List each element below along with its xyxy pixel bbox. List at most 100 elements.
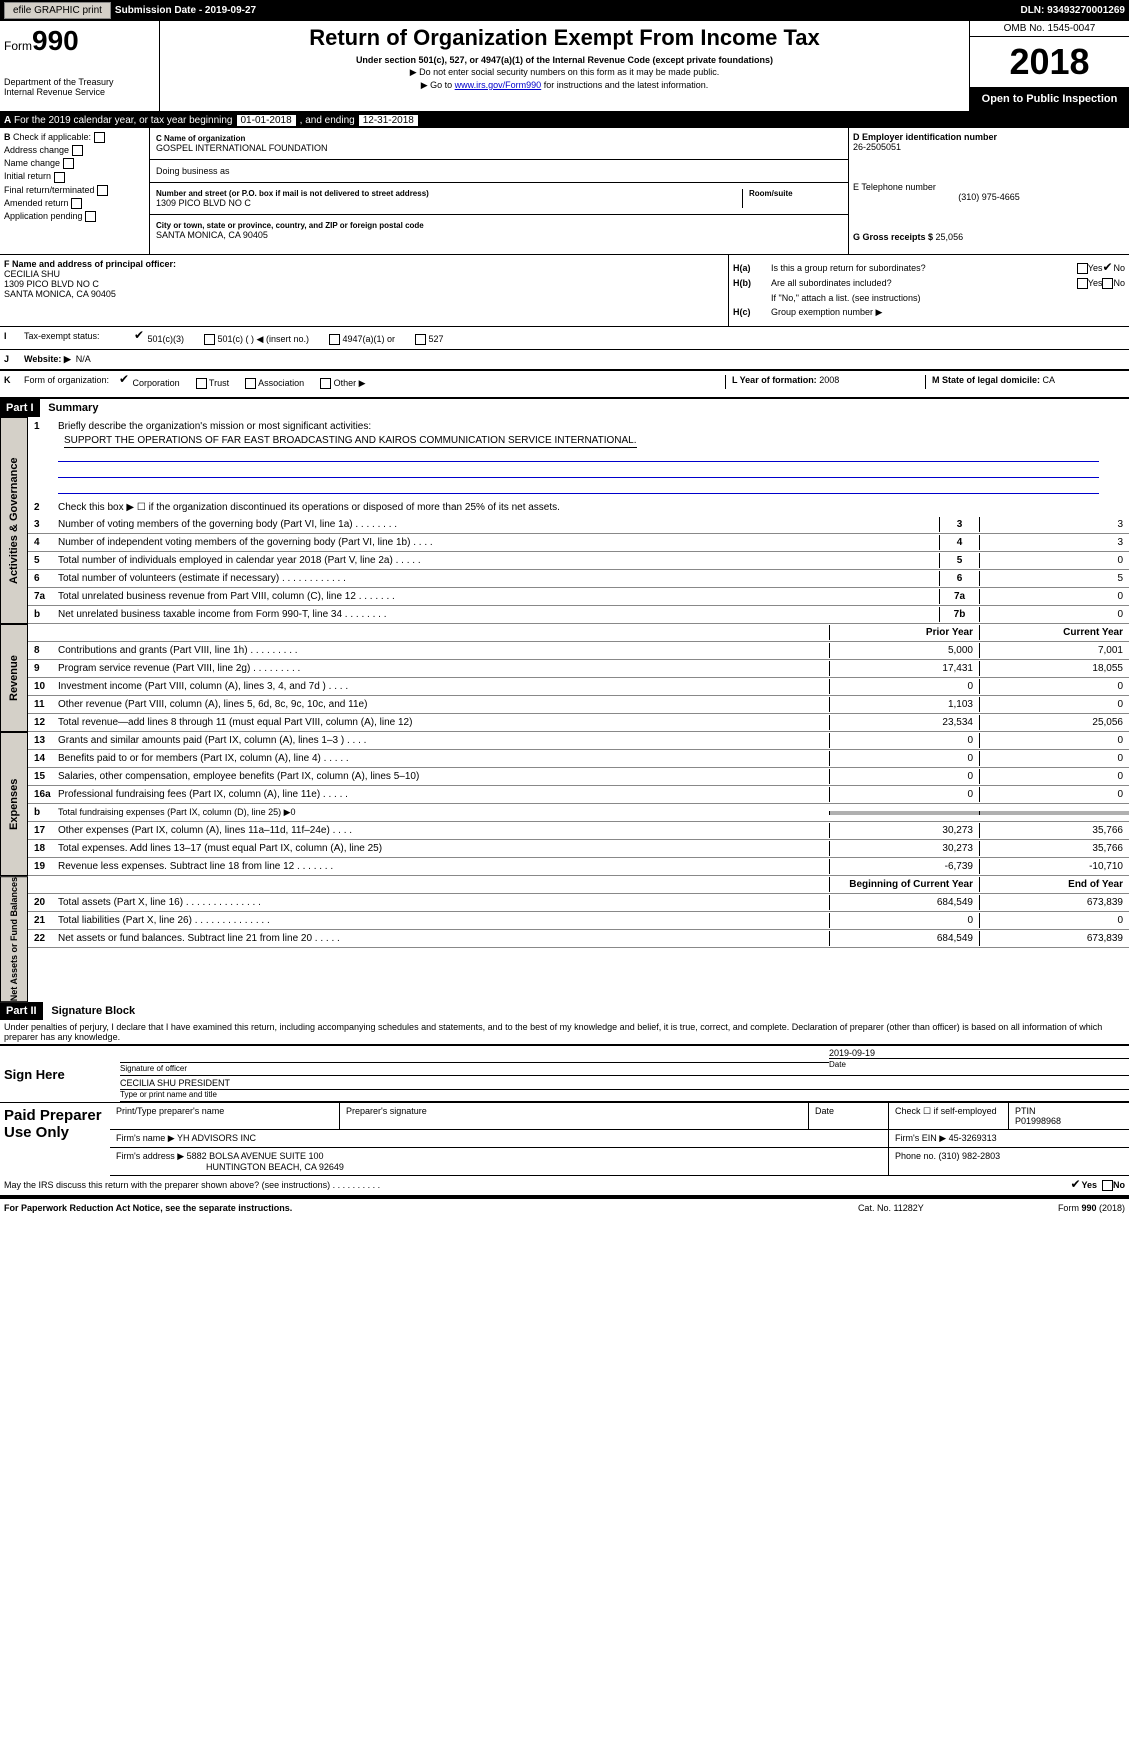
colb-option: Application pending <box>4 211 145 222</box>
hb-text: Are all subordinates included? <box>771 278 1077 289</box>
gov-row: 7aTotal unrelated business revenue from … <box>28 588 1129 606</box>
formorg-opt: Other ▶ <box>320 378 365 388</box>
formorg-check[interactable] <box>320 378 331 389</box>
instr-link: ▶ Go to www.irs.gov/Form990 for instruct… <box>164 80 965 91</box>
prep-firm-row: Firm's name ▶ YH ADVISORS INC Firm's EIN… <box>110 1130 1129 1148</box>
beg-year-hdr: Beginning of Current Year <box>829 877 979 892</box>
firm-addr-label: Firm's address ▶ <box>116 1151 187 1161</box>
gov-row: bNet unrelated business taxable income f… <box>28 606 1129 624</box>
phone-value: (310) 975-4665 <box>853 192 1125 202</box>
part-ii-title: Signature Block <box>45 1002 141 1020</box>
colb-checkbox[interactable] <box>85 211 96 222</box>
form-header: Form990 Department of the Treasury Inter… <box>0 21 1129 111</box>
gross-item: G Gross receipts $ 25,056 <box>853 232 1125 242</box>
label-a: A <box>4 115 11 126</box>
discuss-yes-check[interactable] <box>1070 1180 1081 1191</box>
expenses-section: Expenses 13Grants and similar amounts pa… <box>0 732 1129 876</box>
part-ii-header: Part II Signature Block <box>0 1002 1129 1020</box>
formorg-check[interactable] <box>119 375 130 386</box>
governance-section: Activities & Governance 1 Briefly descri… <box>0 417 1129 624</box>
firm-phone: (310) 982-2803 <box>939 1151 1001 1161</box>
state-domicile: CA <box>1043 375 1056 385</box>
revenue-section: Revenue Prior Year Current Year 8Contrib… <box>0 624 1129 732</box>
year-formation-label: L Year of formation: <box>732 375 819 385</box>
mission-value: SUPPORT THE OPERATIONS OF FAR EAST BROAD… <box>64 435 637 448</box>
tax-check[interactable] <box>204 334 215 345</box>
instr-post: for instructions and the latest informat… <box>541 80 708 90</box>
firm-ein-label: Firm's EIN ▶ <box>895 1133 949 1143</box>
discuss-no-check[interactable] <box>1102 1180 1113 1191</box>
sig-date-label: Date <box>829 1058 1129 1069</box>
exp-row: 19Revenue less expenses. Subtract line 1… <box>28 858 1129 876</box>
tax-check[interactable] <box>415 334 426 345</box>
label-j: J <box>4 354 24 365</box>
exp-row: 13Grants and similar amounts paid (Part … <box>28 732 1129 750</box>
tax-status-label: Tax-exempt status: <box>24 331 134 345</box>
ein-item: D Employer identification number 26-2505… <box>853 132 1125 152</box>
org-name-label: C Name of organization <box>156 134 842 143</box>
formorg-check[interactable] <box>245 378 256 389</box>
formorg-opt: Trust <box>196 378 230 388</box>
officer-addr1: 1309 PICO BLVD NO C <box>4 279 99 289</box>
ein-label: D Employer identification number <box>853 132 997 142</box>
hb-no-check[interactable] <box>1102 278 1113 289</box>
mission-line3 <box>58 480 1099 494</box>
row-j-website: J Website: ▶ N/A <box>0 350 1129 371</box>
year-box: OMB No. 1545-0047 2018 Open to Public In… <box>969 21 1129 111</box>
hb-note: If "No," attach a list. (see instruction… <box>771 293 1125 303</box>
checkbox-b[interactable] <box>94 132 105 143</box>
tax-check[interactable] <box>134 331 145 342</box>
rev-row: 11Other revenue (Part VIII, column (A), … <box>28 696 1129 714</box>
ha-no-check[interactable] <box>1102 263 1113 274</box>
top-bar: efile GRAPHIC print Submission Date - 20… <box>0 0 1129 21</box>
current-year-hdr: Current Year <box>979 625 1129 640</box>
end-year-hdr: End of Year <box>979 877 1129 892</box>
mission-line1 <box>58 448 1099 462</box>
firm-ein: 45-3269313 <box>949 1133 997 1143</box>
hc-item: H(c) Group exemption number ▶ <box>733 307 1125 318</box>
colb-option: Name change <box>4 158 145 169</box>
sig-name: CECILIA SHU PRESIDENT <box>120 1078 1129 1090</box>
discuss-text: May the IRS discuss this return with the… <box>4 1180 1070 1191</box>
exp-row: 16aProfessional fundraising fees (Part I… <box>28 786 1129 804</box>
ha-label: H(a) <box>733 263 771 274</box>
exp-row: 18Total expenses. Add lines 13–17 (must … <box>28 840 1129 858</box>
part-i-label: Part I <box>0 399 40 417</box>
tax-opt: 527 <box>415 334 444 344</box>
ha-yes-check[interactable] <box>1077 263 1088 274</box>
tax-year: 2018 <box>970 37 1129 87</box>
row-i-tax: I Tax-exempt status: 501(c)(3) 501(c) ( … <box>0 327 1129 350</box>
governance-body: 1 Briefly describe the organization's mi… <box>28 417 1129 624</box>
hb-yes-check[interactable] <box>1077 278 1088 289</box>
exp-row: 15Salaries, other compensation, employee… <box>28 768 1129 786</box>
formorg-opt: Corporation <box>119 378 180 388</box>
efile-button[interactable]: efile GRAPHIC print <box>4 2 111 19</box>
part-i-header: Part I Summary <box>0 399 1129 417</box>
tax-check[interactable] <box>329 334 340 345</box>
ha-item: H(a) Is this a group return for subordin… <box>733 263 1125 274</box>
rev-row: 10Investment income (Part VIII, column (… <box>28 678 1129 696</box>
officer-name: CECILIA SHU <box>4 269 60 279</box>
part-i-title: Summary <box>42 399 104 417</box>
dept-irs: Internal Revenue Service <box>4 87 155 97</box>
colb-checkbox[interactable] <box>97 185 108 196</box>
colb-checkbox[interactable] <box>54 172 65 183</box>
na-row: 21Total liabilities (Part X, line 26) . … <box>28 912 1129 930</box>
colb-checkbox[interactable] <box>63 158 74 169</box>
colb-checkbox[interactable] <box>71 198 82 209</box>
dln: DLN: 93493270001269 <box>1020 5 1125 16</box>
irs-link[interactable]: www.irs.gov/Form990 <box>455 80 542 90</box>
prep-header-row: Print/Type preparer's name Preparer's si… <box>110 1103 1129 1130</box>
ha-yes: Yes <box>1088 263 1103 274</box>
sign-here-label: Sign Here <box>0 1046 90 1102</box>
label-i: I <box>4 331 24 345</box>
preparer-label: Paid Preparer Use Only <box>0 1103 110 1176</box>
ha-no: No <box>1113 263 1125 274</box>
colb-checkbox[interactable] <box>72 145 83 156</box>
sig-name-row: CECILIA SHU PRESIDENT Type or print name… <box>120 1076 1129 1102</box>
pra-text: For Paperwork Reduction Act Notice, see … <box>4 1203 858 1213</box>
hc-label: H(c) <box>733 307 771 318</box>
ha-text: Is this a group return for subordinates? <box>771 263 1077 274</box>
row-f: F Name and address of principal officer:… <box>0 255 1129 327</box>
formorg-check[interactable] <box>196 378 207 389</box>
